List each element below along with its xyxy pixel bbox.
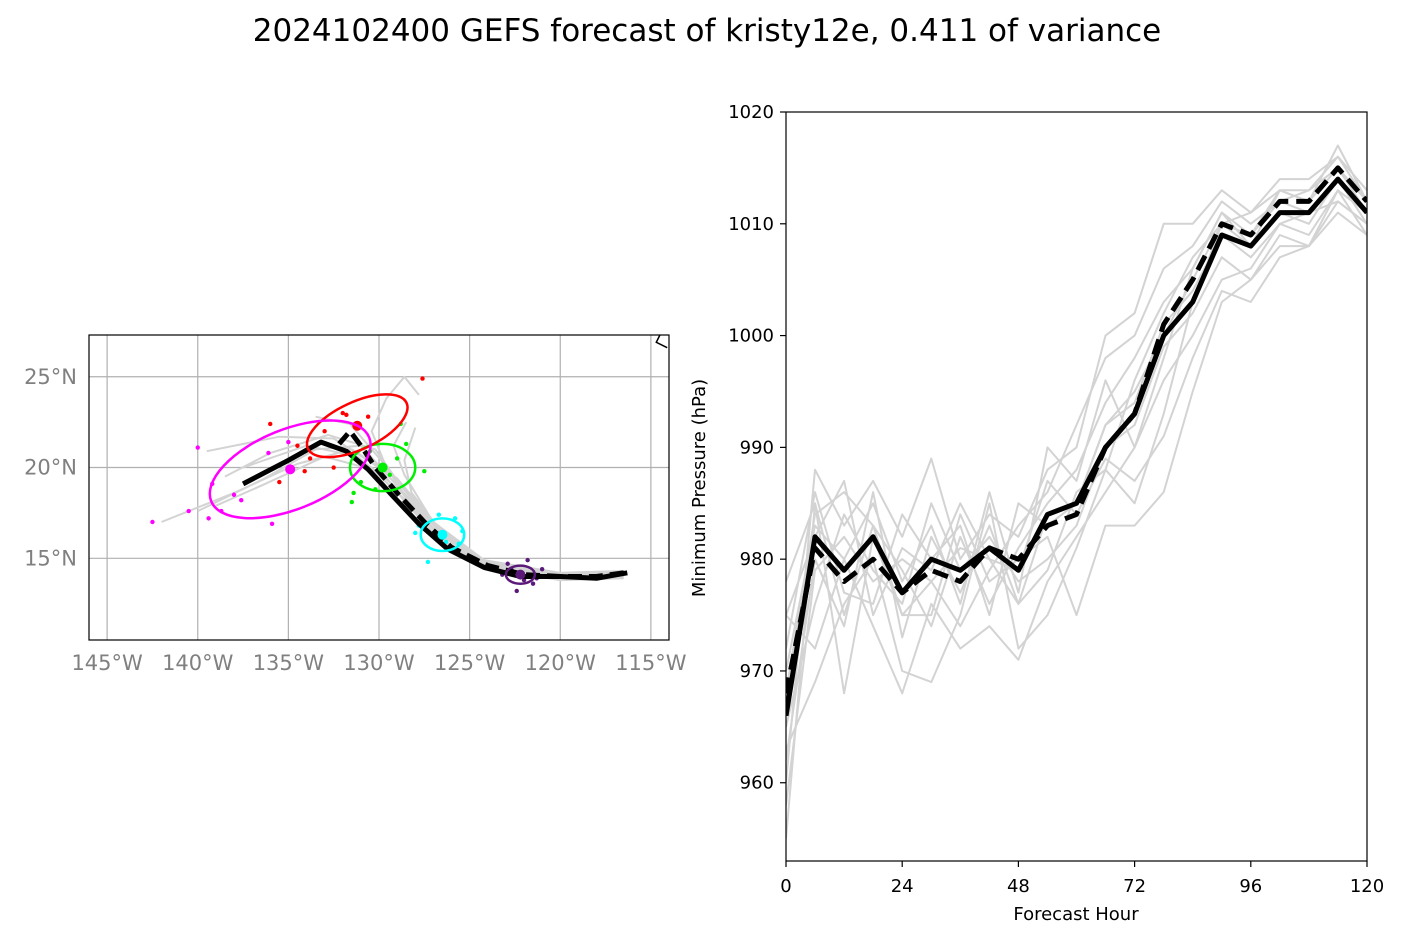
member-position-dot [322, 429, 327, 434]
member-position-dot [340, 410, 345, 416]
member-pressure-line [786, 189, 1367, 695]
member-position-dot [269, 521, 275, 527]
x-tick-label: 0 [780, 876, 791, 897]
spread-ellipse [305, 393, 409, 459]
x-tick-label: 24 [891, 876, 914, 897]
member-position-dot [195, 445, 200, 450]
member-position-dot [514, 588, 519, 594]
map-tick-labels: 145°W 140°W 135°W 130°W 125°W 120°W 115°W 15°N 2… [24, 365, 687, 675]
track-map-panel: 145°W 140°W 135°W 130°W 125°W 120°W 115°W 15°N 2… [24, 334, 687, 675]
member-position-dot [331, 465, 336, 470]
member-position-dot [295, 443, 300, 448]
pressure-y-axis-label: Minimum Pressure (hPa) [689, 379, 710, 597]
map-gridlines [89, 335, 669, 640]
member-pressure-line [786, 166, 1367, 750]
pressure-ticks: 0 24 48 72 96 120 960 970 980 990 1000 1010 1020 [728, 102, 1384, 897]
member-position-dot [349, 499, 355, 505]
member-pressure-line [786, 166, 1367, 761]
map-lon-tick-label: 140°W [162, 651, 234, 675]
map-lat-tick-label: 15°N [24, 546, 77, 570]
member-position-dot [231, 492, 237, 497]
member-position-dot [422, 468, 427, 474]
ensemble-mean-pressure-line [786, 165, 1367, 694]
member-position-dot [403, 441, 409, 447]
mean-position-marker [515, 569, 526, 580]
map-frame [88, 334, 670, 641]
pressure-chart-panel: 0 24 48 72 96 120 960 970 980 990 1000 1010 1020 For… [689, 102, 1384, 925]
member-position-dot [277, 479, 282, 485]
control-pressure-line [786, 176, 1367, 717]
member-position-dot [302, 468, 307, 474]
y-tick-label: 1010 [728, 214, 774, 235]
member-position-dot [266, 450, 271, 456]
y-tick-label: 960 [740, 773, 774, 794]
mean-position-marker [437, 529, 448, 540]
member-position-dot [268, 421, 273, 427]
member-position-dot [387, 472, 393, 477]
member-pressure-line [786, 200, 1367, 695]
mean-position-marker [377, 462, 388, 473]
y-tick-label: 1000 [728, 326, 774, 347]
control-track [241, 439, 628, 581]
member-position-dot [186, 508, 191, 514]
member-position-dot [525, 557, 530, 563]
map-lat-tick-label: 25°N [24, 365, 77, 389]
x-tick-label: 96 [1239, 876, 1262, 897]
map-lon-tick-label: 120°W [525, 651, 597, 675]
member-position-dot [365, 414, 371, 419]
member-position-dot [286, 439, 291, 445]
x-tick-label: 120 [1350, 876, 1384, 897]
member-position-dot [307, 456, 313, 461]
map-lon-tick-label: 115°W [615, 651, 687, 675]
y-tick-label: 1020 [728, 102, 774, 123]
map-lon-tick-label: 130°W [343, 651, 415, 675]
member-pressure-line [786, 155, 1367, 783]
map-plot-area [150, 335, 668, 594]
map-lon-tick-label: 125°W [434, 651, 506, 675]
x-tick-label: 48 [1007, 876, 1030, 897]
member-position-dot [150, 519, 155, 525]
member-position-dot [425, 559, 431, 565]
y-tick-label: 990 [740, 437, 774, 458]
spread-ellipse [419, 517, 466, 553]
pressure-plot-area [786, 144, 1367, 839]
coastline [655, 335, 668, 349]
member-position-dot [436, 512, 442, 517]
member-position-dot [394, 456, 400, 461]
x-tick-label: 72 [1123, 876, 1146, 897]
member-position-dot [413, 530, 418, 536]
member-position-dot [530, 581, 536, 586]
map-lat-tick-label: 20°N [24, 456, 77, 480]
member-position-dot [505, 561, 510, 566]
member-track [161, 448, 624, 574]
mean-position-marker [285, 464, 296, 475]
member-position-dot [420, 376, 425, 381]
member-pressure-line [786, 200, 1367, 728]
y-tick-label: 980 [740, 549, 774, 570]
y-tick-label: 970 [740, 661, 774, 682]
member-position-dot [206, 516, 211, 521]
spread-ellipse [348, 442, 417, 493]
member-position-dot [344, 412, 349, 418]
pressure-x-axis-label: Forecast Hour [1013, 904, 1139, 925]
spread-ellipse [504, 564, 537, 585]
figure-title: 2024102400 GEFS forecast of kristy12e, 0… [253, 13, 1161, 49]
spread-ellipse [208, 419, 372, 520]
member-position-dot [443, 539, 449, 545]
map-lon-tick-label: 135°W [253, 651, 325, 675]
map-lon-tick-label: 145°W [71, 651, 143, 675]
member-position-dot [351, 490, 356, 496]
member-position-dot [539, 566, 545, 572]
pressure-frame [785, 111, 1368, 862]
member-position-dot [239, 498, 244, 503]
